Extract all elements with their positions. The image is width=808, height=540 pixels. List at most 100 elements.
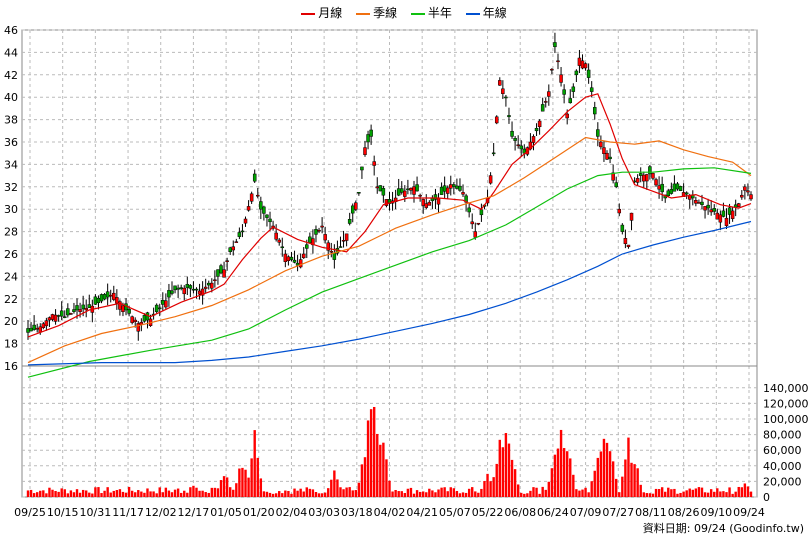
volume-bar (118, 489, 122, 497)
candle-body (589, 87, 594, 92)
volume-bar (94, 487, 97, 497)
volume-bar (271, 493, 275, 497)
candle-body (400, 188, 404, 193)
volume-bar (372, 406, 376, 497)
candle-body (203, 286, 208, 289)
volume-bar (342, 489, 345, 497)
x-tick-label: 05/22 (472, 506, 504, 519)
volume-bar (201, 490, 204, 497)
x-tick-label: 10/31 (80, 506, 112, 519)
candle-body (280, 246, 285, 249)
price-tick-label: 32 (4, 181, 18, 194)
volume-bar (627, 437, 630, 497)
volume-bar (137, 490, 140, 497)
volume-bar (320, 493, 324, 497)
candle-body (494, 116, 499, 124)
candle-body (452, 184, 456, 187)
x-tick-label: 08/11 (635, 506, 667, 519)
ma-line-3 (27, 220, 752, 366)
candle-body (433, 194, 438, 200)
candle-body (574, 70, 579, 76)
volume-bar (599, 451, 603, 497)
volume-bar (155, 493, 158, 497)
candle-body (449, 184, 453, 189)
candle-body (568, 98, 572, 104)
x-tick-label: 11/17 (112, 506, 144, 519)
volume-bar (541, 486, 544, 497)
volume-bar (660, 487, 664, 497)
candle-body (350, 205, 355, 214)
volume-bar (703, 492, 707, 497)
volume-bar (109, 492, 112, 497)
x-tick-label: 09/24 (733, 506, 765, 519)
candle-body (219, 265, 223, 274)
candle-body (164, 300, 168, 308)
volume-bar (719, 491, 722, 497)
volume-bar (434, 492, 437, 497)
volume-bar (670, 489, 673, 497)
volume-bar (121, 491, 125, 497)
candle-body (179, 287, 183, 289)
price-tick-label: 46 (4, 24, 18, 37)
candle-body (200, 288, 205, 296)
candle-body (519, 145, 523, 150)
candle-body (675, 183, 680, 190)
volume-bar (587, 492, 590, 497)
ma-line-1 (27, 136, 752, 364)
volume-bar (293, 488, 296, 497)
volume-bar (232, 489, 235, 497)
volume-bar (682, 491, 685, 497)
volume-bar (354, 490, 358, 497)
volume-bar (725, 492, 728, 497)
volume-bar (731, 493, 734, 497)
candle-body (344, 233, 349, 241)
volume-bar (615, 478, 618, 497)
candle-body (277, 239, 281, 243)
candle-body (213, 279, 217, 282)
candle-body (424, 203, 429, 208)
candle-body (531, 136, 536, 143)
candle-body (547, 91, 551, 97)
candle-body (381, 188, 386, 196)
volume-bar (520, 492, 523, 497)
volume-bar (565, 451, 569, 497)
volume-bar (115, 490, 119, 497)
volume-bar (713, 491, 716, 497)
candle-body (436, 197, 441, 205)
volume-bar (633, 464, 636, 497)
candle-body (638, 173, 643, 176)
candle-body (96, 297, 101, 303)
volume-bar (39, 490, 42, 497)
volume-bar (88, 492, 91, 497)
candle-body (317, 229, 321, 232)
volume-bar (559, 429, 563, 497)
volume-bar (697, 487, 701, 497)
volume-bar (32, 493, 36, 497)
volume-bar (743, 483, 747, 497)
volume-bar (207, 492, 210, 497)
volume-bar (183, 490, 186, 497)
volume-tick-label: 60,000 (763, 444, 802, 457)
volume-tick-label: 40,000 (763, 460, 802, 473)
candle-body (510, 130, 514, 137)
candle-body (127, 308, 131, 314)
data-date-credit: 資料日期: 09/24 (Goodinfo.tw) (642, 522, 804, 535)
volume-bar (327, 488, 330, 497)
volume-bar (351, 490, 354, 497)
price-tick-label: 28 (4, 226, 18, 239)
volume-tick-label: 100,000 (763, 413, 808, 426)
candle-body (249, 193, 254, 202)
volume-tick-label: 0 (763, 491, 770, 504)
candle-body (332, 252, 337, 260)
volume-bar (740, 487, 744, 497)
candle-body (642, 174, 646, 182)
volume-bar (213, 487, 217, 497)
volume-bar (29, 489, 33, 497)
candle-body (442, 185, 447, 192)
volume-bar (749, 491, 753, 497)
volume-bar (630, 462, 633, 497)
volume-bar (296, 490, 299, 497)
candle-body (41, 323, 46, 329)
volume-bar (709, 489, 713, 497)
volume-bar (498, 439, 501, 497)
